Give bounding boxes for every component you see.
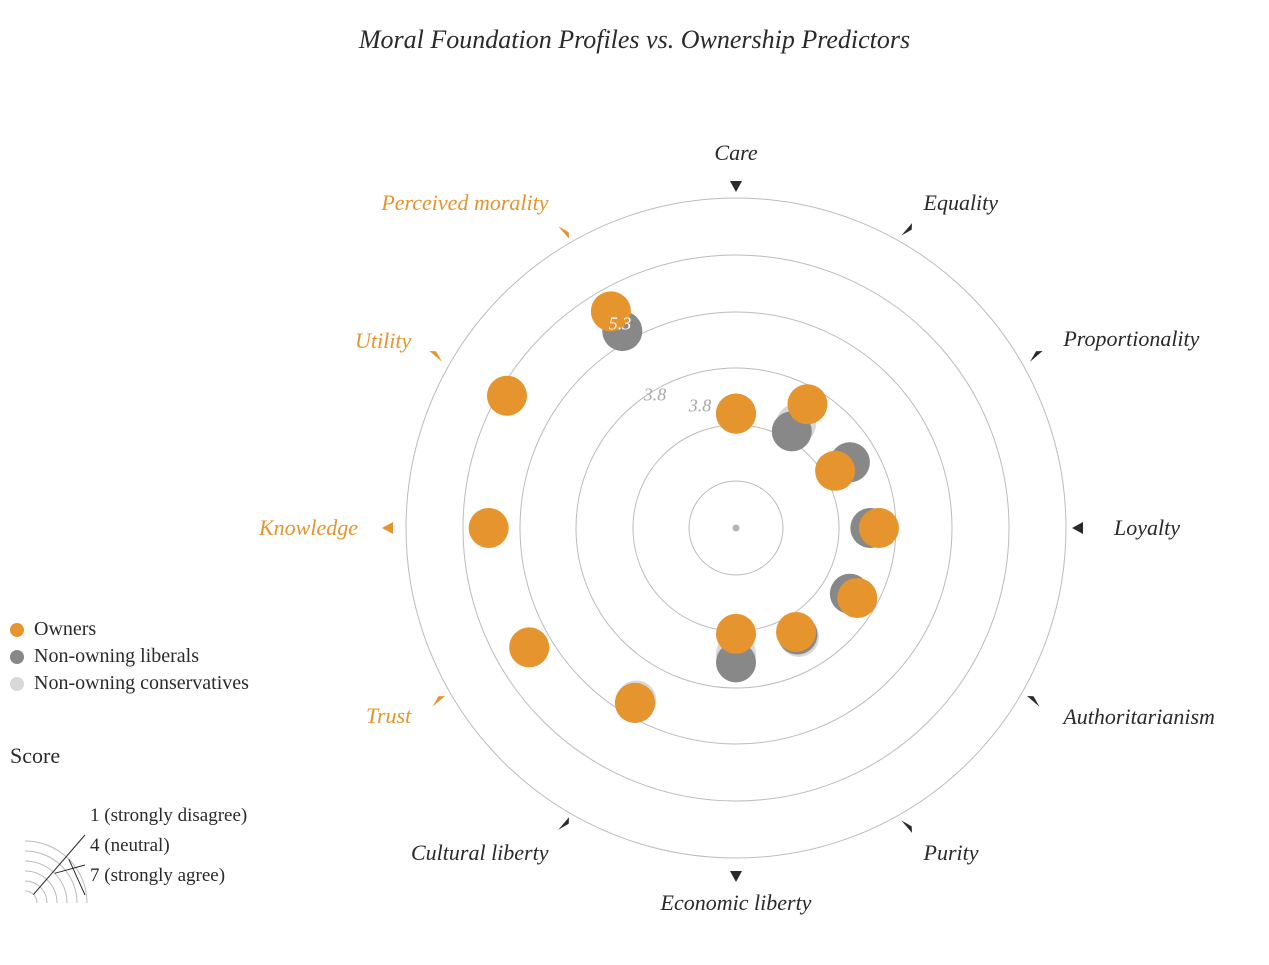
score-label: 7 (strongly agree) <box>90 861 247 891</box>
axis-arrow <box>382 522 393 534</box>
axis-arrow <box>730 181 742 192</box>
axis-label-knowledge: Knowledge <box>259 515 358 541</box>
center-dot <box>733 525 740 532</box>
axis-arrow <box>1027 696 1040 707</box>
legend-item: Non-owning conservatives <box>10 672 249 695</box>
value-label: 5.3 <box>609 314 632 335</box>
legend-label: Owners <box>34 618 96 641</box>
axis-label-authoritarianism: Authoritarianism <box>1063 704 1215 730</box>
axis-label-purity: Purity <box>924 840 979 866</box>
data-marker <box>716 394 756 434</box>
data-marker <box>837 578 877 618</box>
axis-label-care: Care <box>714 140 757 166</box>
axis-arrow <box>730 871 742 882</box>
axis-arrow <box>429 351 442 362</box>
axis-arrow <box>1030 351 1043 362</box>
data-marker <box>859 508 899 548</box>
data-marker <box>469 508 509 548</box>
data-marker <box>615 683 655 723</box>
value-label: 3.8 <box>689 396 712 417</box>
score-legend: Score 1 (strongly disagree)4 (neutral)7 … <box>10 743 60 789</box>
axis-label-loyalty: Loyalty <box>1114 515 1180 541</box>
axis-arrow <box>432 696 445 707</box>
axis-label-trust: Trust <box>366 703 411 729</box>
legend-label: Non-owning liberals <box>34 645 199 668</box>
legend-swatch <box>10 623 24 637</box>
axis-arrow <box>901 820 912 833</box>
legend-item: Owners <box>10 618 249 641</box>
axis-label-proportionality: Proportionality <box>1063 326 1199 352</box>
series-legend: Owners Non-owning liberals Non-owning cons… <box>10 618 249 699</box>
axis-label-cultural_liberty: Cultural liberty <box>411 840 549 866</box>
data-marker <box>787 384 827 424</box>
axis-label-perceived_morality: Perceived morality <box>381 190 548 216</box>
data-marker <box>487 376 527 416</box>
axis-label-equality: Equality <box>924 190 999 216</box>
axis-arrow <box>558 817 569 830</box>
data-marker <box>776 612 816 652</box>
axis-arrow <box>1072 522 1083 534</box>
score-leader <box>55 865 85 873</box>
data-marker <box>815 451 855 491</box>
legend-label: Non-owning conservatives <box>34 672 249 695</box>
data-marker <box>509 627 549 667</box>
value-label: 3.8 <box>644 385 667 406</box>
score-label: 4 (neutral) <box>90 831 247 861</box>
score-label: 1 (strongly disagree) <box>90 801 247 831</box>
score-leader <box>33 835 85 895</box>
data-marker <box>716 614 756 654</box>
chart-title: Moral Foundation Profiles vs. Ownership … <box>0 25 1269 55</box>
legend-swatch <box>10 677 24 691</box>
score-arc <box>25 851 77 903</box>
score-leader <box>69 859 85 895</box>
axis-arrow <box>901 223 912 236</box>
axis-arrow <box>558 226 569 239</box>
legend-swatch <box>10 650 24 664</box>
axis-label-utility: Utility <box>355 328 411 354</box>
score-legend-labels: 1 (strongly disagree)4 (neutral)7 (stron… <box>90 801 247 891</box>
axis-label-economic_liberty: Economic liberty <box>661 890 812 916</box>
score-legend-title: Score <box>10 743 60 769</box>
legend-item: Non-owning liberals <box>10 645 249 668</box>
score-arc <box>25 871 57 903</box>
